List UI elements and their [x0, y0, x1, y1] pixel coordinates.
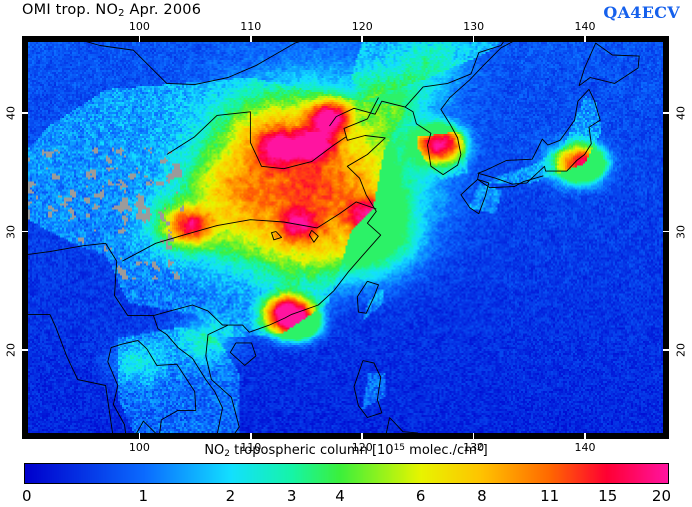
coastline-path — [107, 340, 139, 433]
lat-tick-label: 40 — [674, 106, 688, 121]
coastline-path — [460, 178, 490, 215]
lon-tick — [361, 36, 363, 42]
coastline-path — [136, 324, 240, 433]
coastline-path — [122, 201, 377, 262]
lat-tick — [663, 349, 669, 351]
colorbar-tick-label: 3 — [286, 487, 297, 505]
lon-tick — [472, 36, 475, 42]
lat-tick — [663, 112, 669, 114]
lon-tick — [138, 433, 141, 439]
page-title-subscript: 2 — [118, 8, 125, 19]
colorbar-gradient — [25, 464, 668, 483]
colorbar-tick-label: 6 — [415, 487, 426, 505]
coastline-path — [271, 231, 283, 241]
coastline-path — [153, 315, 223, 433]
lon-tick — [584, 433, 586, 439]
lon-tick — [250, 36, 252, 42]
colorbar-tick-label: 2 — [225, 487, 236, 505]
colorbar-tick-label: 20 — [651, 487, 671, 505]
colorbar-tick-label: 11 — [540, 487, 560, 505]
lon-tick-label: 140 — [574, 441, 596, 454]
colorbar-title-close: ] — [482, 443, 488, 458]
colorbar-title-tail: molec./cm — [405, 443, 477, 458]
colorbar-tick-label: 4 — [335, 487, 345, 505]
coastline-path — [481, 42, 513, 68]
colorbar-title-sub: 2 — [224, 449, 231, 459]
lon-tick-label: 120 — [351, 441, 373, 454]
coastline-path — [353, 360, 383, 418]
page-title: OMI trop. NO2 Apr. 2006 — [22, 2, 201, 19]
lon-tick — [250, 433, 252, 439]
map-axes-frame — [22, 36, 669, 439]
colorbar-title-main: NO — [204, 443, 225, 458]
coastline-path — [166, 111, 347, 170]
coastline-path — [229, 342, 257, 366]
colorbar-title: NO2 tropospheric column [1015 molec./cm2… — [204, 443, 487, 459]
lon-tick-label: 130 — [463, 441, 485, 454]
lon-tick-label: 140 — [574, 20, 596, 33]
coastline-path — [329, 100, 406, 127]
page-title-main: OMI trop. NO — [22, 2, 119, 18]
lat-tick-label: 30 — [674, 224, 688, 239]
lon-tick — [472, 433, 475, 439]
colorbar-tick-label: 15 — [598, 487, 618, 505]
qa4ecv-logo: QA4ECV — [603, 3, 680, 22]
lat-tick — [22, 230, 28, 233]
colorbar-tick-label: 1 — [138, 487, 149, 505]
coastline-path — [28, 242, 106, 255]
lat-tick-label: 30 — [4, 224, 18, 239]
lon-tick-label: 130 — [463, 20, 485, 33]
map-figure — [22, 36, 669, 439]
coastline-path — [49, 314, 114, 433]
lat-tick — [663, 230, 669, 233]
coastline-path — [308, 229, 319, 243]
coastline-path — [105, 243, 229, 326]
colorbar-title-exponent2: 2 — [476, 443, 483, 453]
lon-tick — [361, 433, 363, 439]
colorbar-tick-label: 0 — [22, 487, 32, 505]
lon-tick — [584, 36, 586, 42]
coastline-path — [477, 88, 590, 174]
colorbar — [24, 463, 669, 484]
coastline-overlay — [28, 42, 640, 433]
coastline-path — [385, 417, 418, 433]
coastline-path — [477, 89, 601, 189]
colorbar-title-exponent: 15 — [393, 443, 406, 453]
lon-tick — [138, 36, 141, 42]
lat-tick-label: 40 — [4, 106, 18, 121]
lon-tick-label: 120 — [351, 20, 373, 33]
coastline-group — [28, 42, 640, 433]
page-title-date: Apr. 2006 — [124, 2, 202, 18]
lon-tick-label: 110 — [240, 441, 262, 454]
lon-tick-label: 100 — [128, 20, 150, 33]
lat-tick — [22, 112, 28, 114]
colorbar-tick-label: 8 — [477, 487, 487, 505]
lon-tick-label: 110 — [240, 20, 262, 33]
coastline-path — [578, 42, 640, 87]
no2-heatmap-plot — [28, 42, 663, 433]
coastline-path — [137, 340, 197, 433]
lat-tick — [22, 349, 28, 351]
coastline-path — [28, 313, 50, 315]
colorbar-title-mid: tropospheric column [10 — [230, 443, 394, 458]
lat-tick-label: 20 — [674, 343, 688, 358]
coastline-path — [228, 97, 386, 333]
coastline-path — [404, 66, 483, 176]
coastline-path — [86, 42, 300, 86]
coastline-path — [404, 42, 504, 108]
lat-tick-label: 20 — [4, 343, 18, 358]
no2-column-raster — [28, 42, 663, 433]
lon-tick-label: 100 — [128, 441, 150, 454]
coastline-path — [356, 280, 379, 314]
